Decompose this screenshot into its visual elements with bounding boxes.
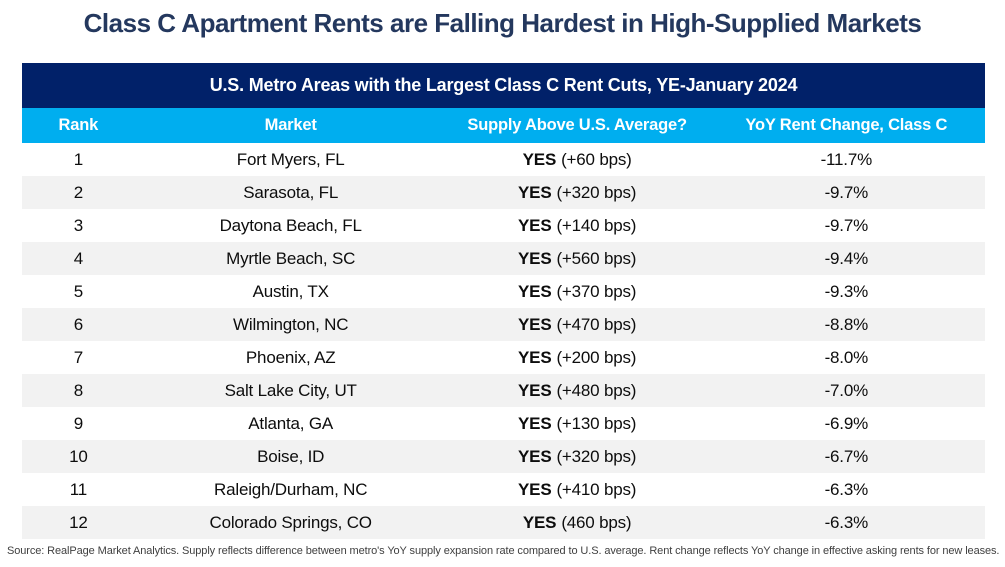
supply-bps-detail: (+60 bps) [561, 149, 632, 169]
supply-flag: YES [518, 248, 552, 268]
supply-cell: YES (+560 bps) [447, 249, 708, 269]
table-body: 1 Fort Myers, FL YES (+60 bps) -11.7% 2 S… [22, 143, 985, 539]
market-cell: Fort Myers, FL [236, 149, 345, 169]
rent-change-cell: -9.4% [824, 248, 869, 268]
rent-change-cell: -6.3% [824, 479, 869, 499]
rank-cell: 8 [73, 380, 83, 400]
rent-change-cell: -6.7% [824, 446, 869, 466]
market-cell: Phoenix, AZ [245, 347, 336, 367]
page-title: Class C Apartment Rents are Falling Hard… [83, 8, 922, 38]
supply-flag: YES [518, 479, 552, 499]
market-cell: Wilmington, NC [233, 314, 349, 334]
rank-cell: 12 [69, 512, 88, 532]
market-cell: Raleigh/Durham, NC [214, 479, 368, 499]
table-row: 1 Fort Myers, FL YES (+60 bps) -11.7% [22, 143, 985, 176]
supply-cell: YES (+140 bps) [447, 216, 708, 236]
source-note: Source: RealPage Market Analytics. Suppl… [7, 545, 1000, 557]
table-header-banner: U.S. Metro Areas with the Largest Class … [22, 63, 985, 108]
supply-cell: YES (+480 bps) [447, 381, 708, 401]
supply-cell: YES (+320 bps) [447, 183, 708, 203]
supply-cell: YES (+470 bps) [447, 315, 708, 335]
market-cell: Myrtle Beach, SC [226, 248, 356, 268]
supply-flag: YES [518, 347, 552, 367]
table-row: 10 Boise, ID YES (+320 bps) -6.7% [22, 440, 985, 473]
supply-cell: YES (460 bps) [447, 513, 708, 533]
table-row: 7 Phoenix, AZ YES (+200 bps) -8.0% [22, 341, 985, 374]
supply-cell: YES (+320 bps) [447, 447, 708, 467]
supply-flag: YES [518, 281, 552, 301]
rent-change-cell: -6.9% [824, 413, 869, 433]
supply-bps-detail: (+370 bps) [556, 281, 637, 301]
table-row: 8 Salt Lake City, UT YES (+480 bps) -7.0% [22, 374, 985, 407]
supply-bps-detail: (+480 bps) [556, 380, 637, 400]
supply-flag: YES [518, 380, 552, 400]
supply-cell: YES (+200 bps) [447, 348, 708, 368]
supply-cell: YES (+130 bps) [447, 414, 708, 434]
market-cell: Sarasota, FL [243, 182, 339, 202]
table-row: 11 Raleigh/Durham, NC YES (+410 bps) -6.3… [22, 473, 985, 506]
supply-bps-detail: (+560 bps) [556, 248, 637, 268]
rent-cuts-table: U.S. Metro Areas with the Largest Class … [22, 63, 985, 539]
table-row: 12 Colorado Springs, CO YES (460 bps) -6.… [22, 506, 985, 539]
supply-flag: YES [522, 512, 557, 532]
supply-flag: YES [518, 314, 552, 334]
table-row: 5 Austin, TX YES (+370 bps) -9.3% [22, 275, 985, 308]
supply-bps-detail: (+200 bps) [556, 347, 637, 367]
supply-bps-detail: (460 bps) [561, 512, 632, 532]
supply-cell: YES (+60 bps) [447, 150, 708, 170]
rent-change-cell: -11.7% [820, 149, 873, 169]
column-header-rank: Rank [58, 116, 99, 134]
rank-cell: 1 [73, 149, 83, 169]
column-header-rent-change: YoY Rent Change, Class C [745, 116, 948, 134]
rent-change-cell: -9.7% [824, 182, 869, 202]
rent-change-cell: -8.0% [824, 347, 869, 367]
market-cell: Austin, TX [252, 281, 329, 301]
supply-bps-detail: (+320 bps) [556, 182, 637, 202]
market-cell: Salt Lake City, UT [224, 380, 357, 400]
supply-bps-detail: (+130 bps) [556, 413, 637, 433]
rank-cell: 4 [73, 248, 83, 268]
market-cell: Colorado Springs, CO [209, 512, 373, 532]
market-cell: Daytona Beach, FL [219, 215, 362, 235]
column-header-market: Market [264, 116, 317, 134]
supply-flag: YES [518, 446, 552, 466]
supply-bps-detail: (+320 bps) [556, 446, 637, 466]
table-row: 4 Myrtle Beach, SC YES (+560 bps) -9.4% [22, 242, 985, 275]
rent-change-cell: -6.3% [824, 512, 869, 532]
rank-cell: 3 [73, 215, 83, 235]
supply-bps-detail: (+470 bps) [556, 314, 637, 334]
market-cell: Boise, ID [257, 446, 325, 466]
table-row: 3 Daytona Beach, FL YES (+140 bps) -9.7% [22, 209, 985, 242]
supply-bps-detail: (+140 bps) [556, 215, 637, 235]
supply-bps-detail: (+410 bps) [556, 479, 637, 499]
rank-cell: 5 [73, 281, 83, 301]
supply-cell: YES (+370 bps) [447, 282, 708, 302]
rent-change-cell: -9.7% [824, 215, 869, 235]
supply-flag: YES [518, 413, 552, 433]
rent-change-cell: -8.8% [824, 314, 869, 334]
rent-change-cell: -9.3% [824, 281, 869, 301]
table-row: 2 Sarasota, FL YES (+320 bps) -9.7% [22, 176, 985, 209]
supply-cell: YES (+410 bps) [447, 480, 708, 500]
table-row: 6 Wilmington, NC YES (+470 bps) -8.8% [22, 308, 985, 341]
rank-cell: 7 [73, 347, 83, 367]
supply-flag: YES [518, 182, 552, 202]
rank-cell: 10 [69, 446, 88, 466]
column-header-supply: Supply Above U.S. Average? [467, 116, 687, 134]
supply-flag: YES [518, 215, 552, 235]
market-cell: Atlanta, GA [248, 413, 334, 433]
supply-flag: YES [522, 149, 557, 169]
rank-cell: 9 [73, 413, 83, 433]
rent-change-cell: -7.0% [824, 380, 869, 400]
column-header-row: Rank Market Supply Above U.S. Average? Y… [22, 108, 985, 143]
table-row: 9 Atlanta, GA YES (+130 bps) -6.9% [22, 407, 985, 440]
rank-cell: 2 [73, 182, 83, 202]
rank-cell: 6 [73, 314, 83, 334]
rank-cell: 11 [69, 479, 87, 499]
